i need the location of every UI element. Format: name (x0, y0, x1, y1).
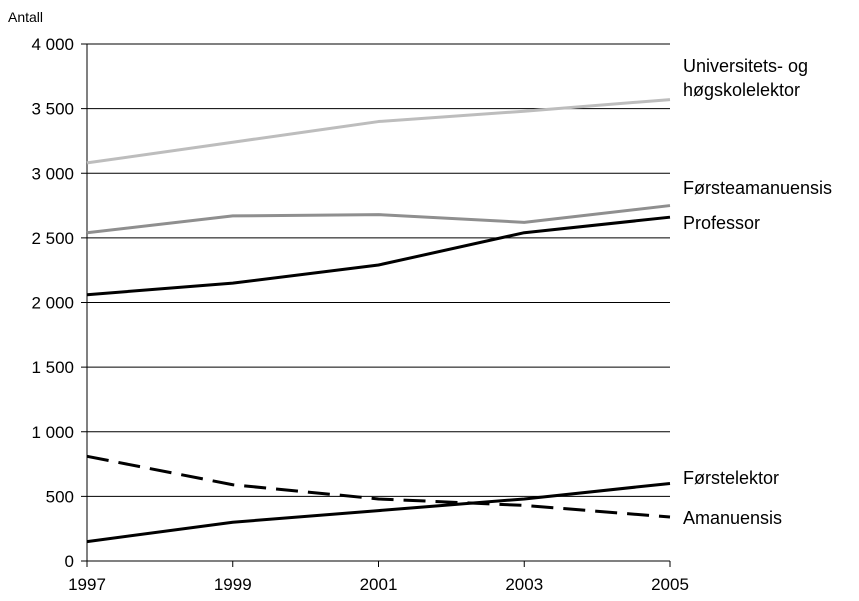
series-label-forsteamanuensis: Førsteamanuensis (683, 178, 832, 198)
y-tick-label-5: 2 500 (31, 229, 74, 248)
x-tick-label-4: 2005 (651, 575, 689, 594)
y-tick-label-6: 3 000 (31, 164, 74, 183)
x-tick-labels: 1997 1999 2001 2003 2005 (68, 575, 689, 594)
series-lines (86, 98, 671, 544)
y-tick-label-8: 4 000 (31, 35, 74, 54)
x-tick-label-0: 1997 (68, 575, 106, 594)
y-tick-label-2: 1 000 (31, 423, 74, 442)
y-tick-label-0: 0 (65, 552, 74, 571)
series-labels: Universitets- og høgskolelektor Førsteaman… (683, 56, 832, 528)
series-label-universitets-og-hogskolelektor-line-1: Universitets- og (683, 56, 808, 76)
y-tick-labels: 0 500 1 000 1 500 2 000 2 500 3 000 3 500 4 000 (31, 35, 74, 571)
x-tick-label-2: 2001 (360, 575, 398, 594)
gridlines (87, 43, 670, 497)
y-tick-label-1: 500 (46, 487, 74, 506)
axes (81, 43, 671, 567)
series-label-professor: Professor (683, 213, 760, 233)
series-label-universitets-og-hogskolelektor-line-2: høgskolelektor (683, 80, 800, 100)
y-tick-label-4: 2 000 (31, 294, 74, 313)
series-line-amanuensis (86, 454, 671, 519)
series-line-professor (86, 215, 671, 297)
series-label-amanuensis: Amanuensis (683, 508, 782, 528)
y-axis-title: Antall (8, 9, 43, 25)
series-line-forsteamanuensis (86, 204, 671, 235)
series-line-forstelektor (86, 481, 671, 544)
series-label-forstelektor: Førstelektor (683, 468, 779, 488)
x-tick-label-1: 1999 (214, 575, 252, 594)
series-line-universitets-og-hogskolelektor (86, 98, 671, 165)
y-tick-label-3: 1 500 (31, 358, 74, 377)
y-tick-label-7: 3 500 (31, 100, 74, 119)
x-tick-label-3: 2003 (505, 575, 543, 594)
